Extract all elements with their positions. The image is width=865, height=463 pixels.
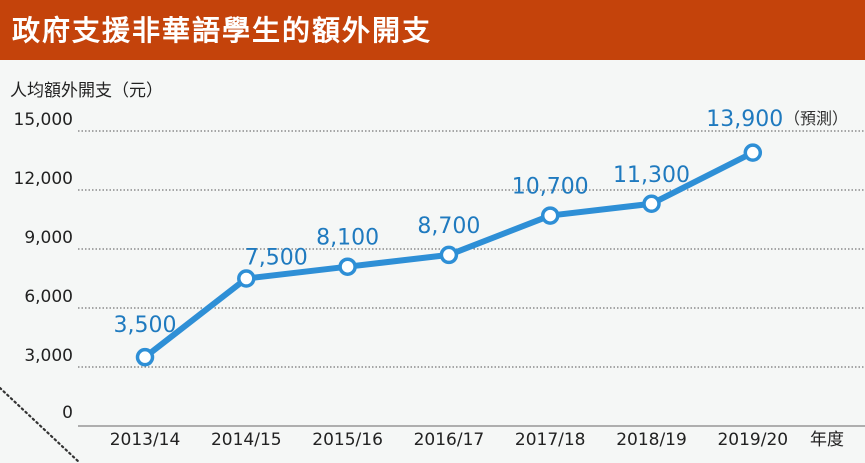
data-label: 3,500 (114, 313, 177, 338)
y-tick-label: 6,000 (24, 287, 73, 307)
data-point-marker (540, 206, 560, 225)
x-tick-label: 2019/20 (717, 430, 788, 450)
chart-title: 政府支援非華語學生的額外開支 (12, 14, 433, 47)
data-point-marker (743, 143, 763, 162)
data-point-marker (338, 257, 357, 276)
data-label: 7,500 (245, 246, 308, 271)
data-point-marker (439, 245, 459, 265)
y-tick-label: 15,000 (14, 110, 73, 130)
data-label: 10,700 (512, 175, 589, 200)
title-bar: 政府支援非華語學生的額外開支 (0, 0, 865, 60)
y-tick-label: 12,000 (14, 169, 73, 189)
data-label: 8,100 (316, 226, 379, 251)
y-tick-label: 0 (62, 403, 73, 423)
data-point-marker (135, 347, 155, 367)
y-tick-label: 3,000 (24, 346, 73, 366)
data-label: 8,700 (417, 214, 480, 239)
data-point-marker (237, 269, 256, 288)
x-tick-label: 2015/16 (312, 430, 383, 450)
y-axis-label: 人均額外開支（元） (10, 81, 163, 101)
data-label: 13,900 (706, 107, 783, 132)
x-axis-label: 年度 (810, 430, 844, 450)
data-label: 11,300 (613, 163, 690, 188)
x-tick-label: 2017/18 (515, 430, 586, 450)
forecast-annotation: （預測） (784, 109, 848, 128)
x-tick-label: 2018/19 (616, 430, 687, 450)
decorative-dotted-line (0, 386, 82, 463)
x-tick-label: 2014/15 (211, 430, 282, 450)
y-tick-label: 9,000 (24, 228, 73, 248)
x-tick-label: 2013/14 (110, 430, 181, 450)
data-point-marker (642, 194, 661, 214)
x-tick-label: 2016/17 (414, 430, 485, 450)
